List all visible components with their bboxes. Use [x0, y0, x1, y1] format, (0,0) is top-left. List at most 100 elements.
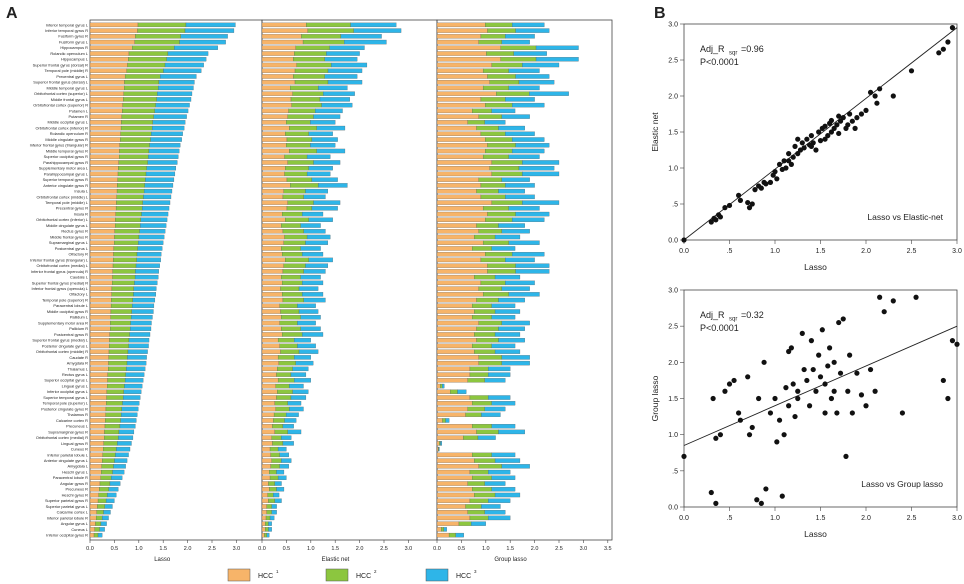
bar-segment: [114, 234, 140, 240]
region-label: Superior temporal gyrus L: [43, 395, 89, 400]
scatter-point: [854, 115, 860, 121]
region-label: Precentral gyrus L: [56, 74, 88, 79]
bar-segment: [99, 527, 105, 532]
bar-segment: [89, 458, 103, 463]
scatter-point: [822, 410, 828, 416]
bar-segment: [472, 343, 492, 349]
bar-segment: [478, 360, 503, 366]
bar-segment: [89, 246, 114, 251]
bar-segment: [512, 137, 545, 142]
bar-segment: [491, 343, 516, 349]
bar-segment: [321, 102, 353, 108]
bar-segment: [282, 252, 303, 257]
bar-segment: [136, 257, 161, 263]
bar-segment: [487, 263, 516, 268]
bar-segment: [491, 62, 523, 68]
bar-segment: [478, 177, 503, 182]
bar-segment: [436, 349, 475, 354]
bar-segment: [118, 160, 148, 165]
bar-segment: [138, 234, 165, 240]
bar-segment: [298, 309, 319, 314]
bar-segment: [261, 521, 266, 526]
bar-segment: [149, 143, 181, 148]
bar-segment: [296, 62, 332, 68]
scatter-point: [940, 46, 946, 52]
region-label: Middle cingulate gyrus R: [45, 137, 88, 142]
bar-segment: [128, 57, 167, 62]
region-label: Inferior occipital gyrus L: [47, 389, 89, 394]
region-label: Orbitofrontal cortex (inferior) L: [36, 217, 89, 222]
bar-segment: [89, 68, 127, 73]
scatter-point: [813, 388, 819, 394]
bar-segment: [279, 464, 289, 469]
bar-segment: [89, 57, 129, 62]
bar-segment: [474, 349, 496, 354]
bar-segment: [436, 280, 482, 286]
x-tick-label: 3.0: [952, 515, 962, 522]
bar-segment: [120, 418, 137, 423]
bar-segment: [476, 429, 499, 435]
bar-segment: [89, 332, 110, 337]
bar-segment: [436, 343, 473, 349]
bar-segment: [491, 452, 516, 458]
scatter-point: [746, 432, 753, 438]
bar-segment: [436, 326, 477, 331]
bar-segment: [294, 68, 329, 73]
bar-segment: [436, 383, 441, 389]
bar-segment: [124, 85, 159, 91]
region-label: Middle occipital gyrus R: [47, 309, 88, 314]
bar-segment: [508, 154, 540, 159]
bar-segment: [89, 280, 113, 286]
bar-segment: [261, 315, 282, 320]
bar-segment: [306, 171, 331, 177]
legend-label-superscript: 3: [474, 569, 477, 574]
x-tick-label: 0.5: [283, 546, 291, 552]
scatter-point: [836, 130, 842, 137]
bar-segment: [501, 464, 530, 469]
bar-segment: [522, 200, 560, 205]
bar-segment: [281, 326, 301, 331]
bar-segment: [282, 194, 304, 200]
bar-segment: [123, 389, 142, 394]
bar-segment: [89, 252, 114, 257]
bar-segment: [501, 286, 530, 291]
region-label: Calcarine cortex R: [56, 418, 88, 423]
bar-segment: [104, 435, 119, 440]
bar-segment: [273, 412, 287, 417]
bar-segment: [515, 269, 550, 274]
bar-segment: [488, 498, 511, 503]
bar-segment: [261, 131, 286, 136]
bar-segment: [436, 527, 442, 532]
bar-segment: [103, 441, 118, 446]
bar-segment: [89, 188, 118, 194]
bar-segment: [261, 383, 276, 389]
bar-segment: [145, 177, 175, 182]
bar-segment: [104, 429, 120, 435]
bar-segment: [491, 401, 516, 406]
bar-segment: [110, 309, 132, 314]
bar-segment: [353, 28, 402, 33]
bar-segment: [100, 475, 112, 480]
bar-segment: [107, 378, 126, 383]
bar-segment: [438, 446, 440, 452]
scatter-point: [788, 345, 794, 351]
bar-segment: [436, 246, 473, 251]
x-tick-label: 3.0: [952, 248, 962, 255]
bar-segment: [436, 360, 479, 366]
bar-segment: [261, 332, 283, 337]
bar-segment: [482, 85, 509, 91]
bar-segment: [465, 504, 482, 509]
bar-segment: [505, 280, 535, 286]
bar-segment: [289, 383, 304, 389]
bar-segment: [261, 171, 285, 177]
bar-segment: [134, 280, 158, 286]
bar-segment: [436, 102, 486, 108]
bar-segment: [436, 481, 468, 486]
bar-segment: [436, 475, 473, 480]
bar-segment: [313, 160, 341, 165]
bar-segment: [485, 102, 513, 108]
bar-segment: [436, 532, 450, 538]
bar-segment: [284, 418, 297, 423]
bar-segment: [298, 286, 319, 291]
bar-segment: [482, 292, 509, 297]
